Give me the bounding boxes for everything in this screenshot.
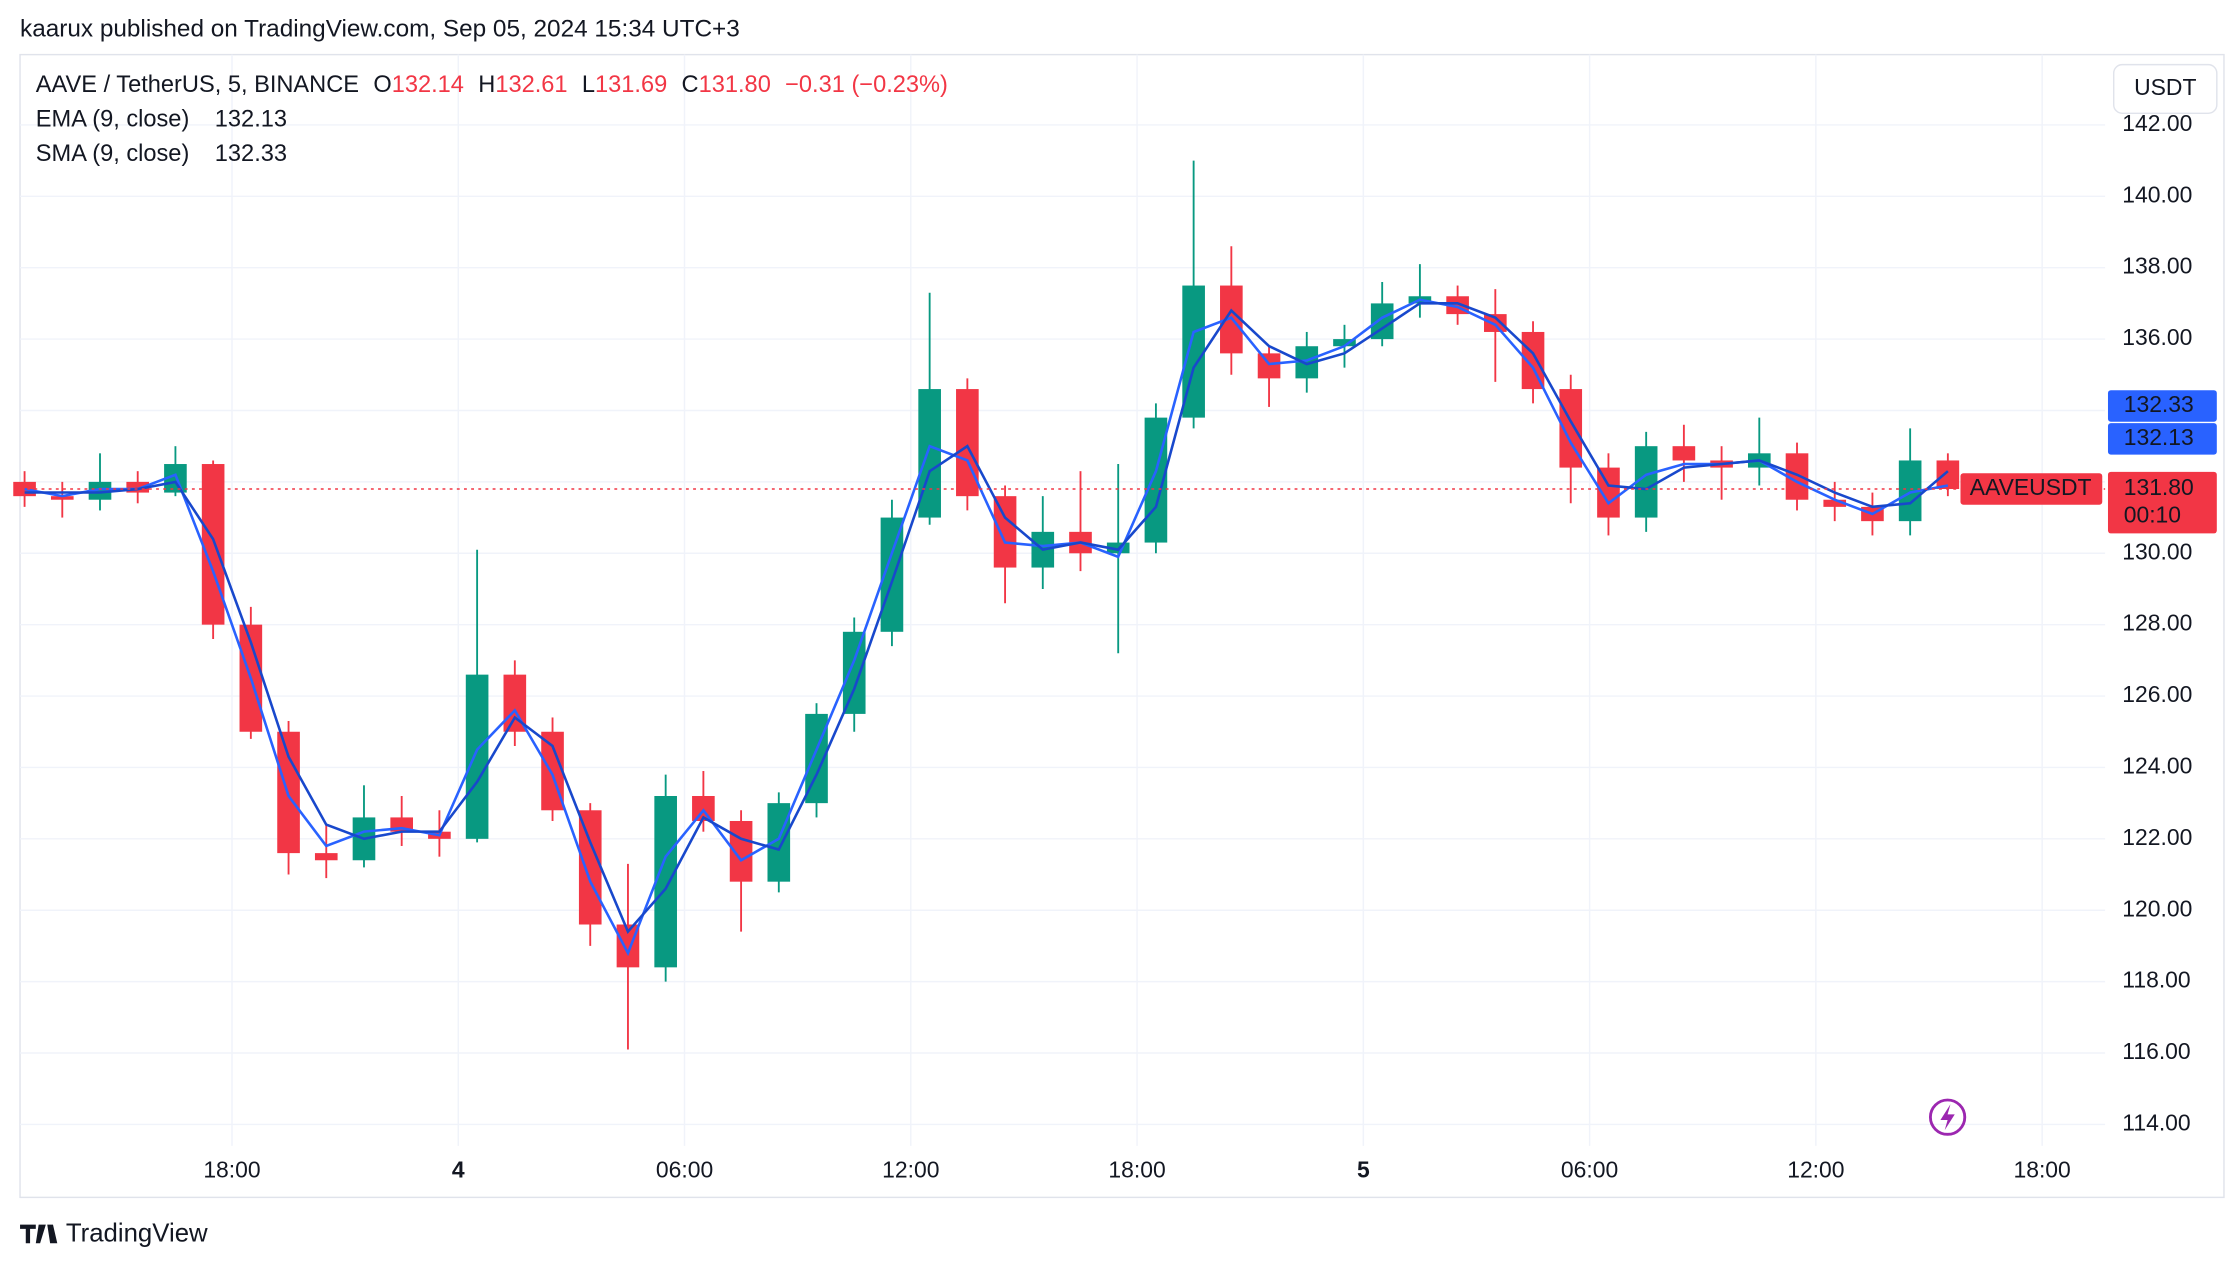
candle-body: [1484, 314, 1507, 332]
x-tick-label: 06:00: [656, 1157, 713, 1183]
price-tag: [2107, 423, 2217, 455]
y-tick-label: 122.00: [2122, 824, 2192, 850]
currency-button[interactable]: [2112, 63, 2218, 115]
y-tick-label: 120.00: [2122, 895, 2192, 921]
ohlc-key: O: [373, 72, 391, 98]
candle-body: [1936, 460, 1960, 490]
chart-frame: [19, 53, 2225, 1199]
y-tick-label: 130.00: [2122, 538, 2192, 564]
candle-body: [1257, 353, 1281, 379]
candle-body: [880, 517, 904, 632]
ohlc-value: 131.80: [699, 72, 771, 98]
alert-icon[interactable]: [1928, 1098, 1967, 1136]
axes: 114.00 116.00 118.00 120.00 122.00 124.00 126.…: [203, 110, 2192, 1183]
candle-body: [1823, 499, 1847, 507]
candle-body: [1898, 460, 1922, 522]
ohlc: O132.14 H132.61 L131.69 C131.80: [373, 72, 770, 98]
candle-body: [956, 389, 979, 497]
y-tick-label: 114.00: [2122, 1109, 2190, 1135]
candle-body: [1785, 453, 1809, 500]
grid: [20, 54, 2106, 1146]
price-tag-label: 132.33: [2124, 391, 2194, 417]
y-tick-label: 124.00: [2122, 752, 2192, 778]
currency[interactable]: USDT: [2134, 74, 2196, 100]
legend-name: EMA (9, close): [36, 107, 190, 133]
candle-body: [126, 481, 150, 493]
ohlc-key: H: [478, 72, 495, 98]
alert-bolt: [1940, 1104, 1955, 1131]
y-tick-label: 116.00: [2122, 1038, 2190, 1064]
y-tick-label: 142.00: [2122, 110, 2192, 136]
x-tick-label: 06:00: [1561, 1157, 1618, 1183]
plot: [13, 160, 2106, 1050]
symbol: AAVE / TetherUS, 5, BINANCE: [36, 72, 359, 98]
ohlc-key: C: [682, 72, 699, 98]
ohlc-value: 132.14: [392, 72, 464, 98]
x-tick-label: 18:00: [1108, 1157, 1165, 1183]
indicator-line: [24, 298, 1949, 957]
candle-body: [13, 481, 36, 497]
candle-body: [842, 631, 866, 714]
x-tick-label: 12:00: [1787, 1157, 1844, 1183]
change: −0.31 (−0.23%): [785, 72, 948, 98]
candle-body: [993, 496, 1017, 568]
legend-name: SMA (9, close): [36, 141, 190, 167]
candle-body: [201, 464, 225, 625]
candle-body: [88, 481, 112, 500]
candle-body: [1370, 303, 1394, 340]
brand-logo: [20, 1224, 58, 1244]
candle-body: [1672, 446, 1696, 461]
last-price-label: 131.80: [2124, 474, 2194, 500]
candle-body: [1634, 446, 1658, 518]
candle-body: [1333, 339, 1356, 347]
legend-value: 132.33: [215, 141, 287, 167]
candle-body: [654, 796, 677, 968]
attribution: kaarux published on TradingView.com, Sep…: [20, 16, 740, 43]
legend-value: 132.13: [215, 107, 287, 133]
ohlc-value: 132.61: [495, 72, 567, 98]
candle-body: [1295, 346, 1319, 379]
legend-symbol: AAVE / TetherUS, 5, BINANCE O132.14 H132.6…: [36, 72, 948, 98]
candle-body: [164, 464, 187, 493]
ohlc-key: L: [582, 72, 595, 98]
y-tick-label: 126.00: [2122, 681, 2192, 707]
y-tick-label: 138.00: [2122, 253, 2192, 279]
last-price-tag: [2107, 471, 2217, 534]
x-tick-label: 18:00: [2013, 1157, 2070, 1183]
symbol-tag: [1960, 473, 2103, 505]
candle-body: [578, 810, 602, 925]
x-tick-label: 5: [1357, 1157, 1370, 1183]
x-tick-label: 12:00: [882, 1157, 939, 1183]
candle-body: [1597, 467, 1620, 518]
price-tag-label: 132.13: [2124, 424, 2194, 450]
x-tick-label: 18:00: [203, 1157, 260, 1183]
x-tick-label: 4: [452, 1157, 465, 1183]
y-tick-label: 118.00: [2122, 967, 2190, 993]
candle-body: [314, 853, 338, 861]
y-tick-label: 128.00: [2122, 610, 2192, 636]
candle-body: [465, 674, 489, 839]
price-tag: [2107, 390, 2217, 422]
symbol-tag-label: AAVEUSDT: [1970, 474, 2092, 500]
brand: TradingView: [66, 1219, 208, 1247]
indicator-line: [24, 302, 1949, 934]
ohlc-value: 131.69: [595, 72, 667, 98]
y-tick-label: 140.00: [2122, 181, 2192, 207]
candle-body: [50, 496, 74, 500]
countdown: 00:10: [2124, 501, 2181, 527]
y-tick-label: 136.00: [2122, 324, 2192, 350]
